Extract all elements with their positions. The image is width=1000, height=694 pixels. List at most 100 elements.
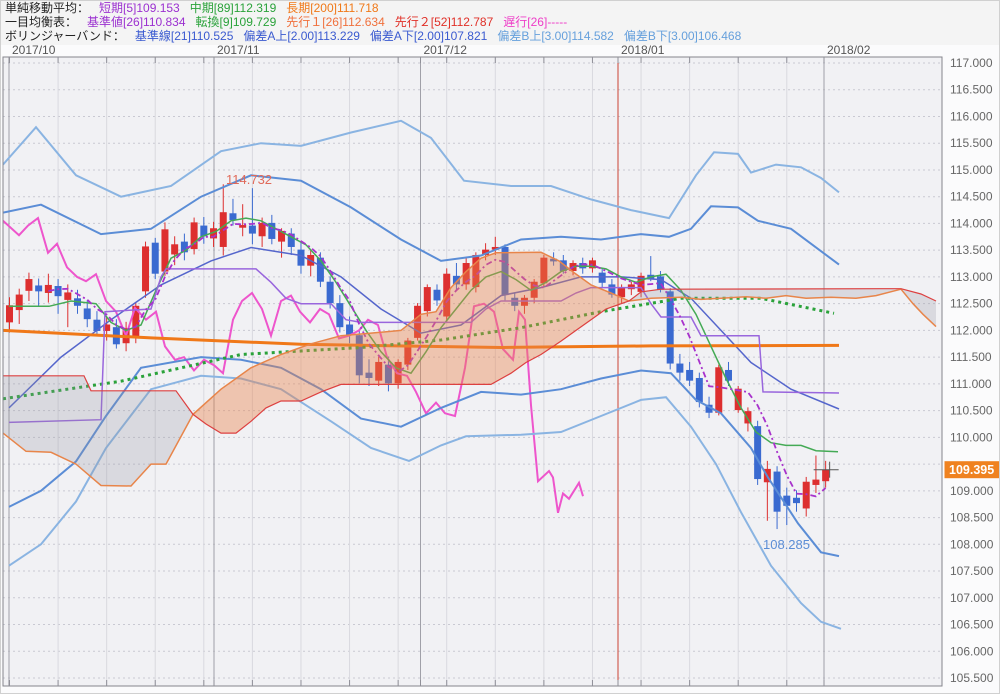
legend-item: 基準線[21]110.525 xyxy=(134,29,234,43)
bb_up3-line xyxy=(3,119,840,220)
candle xyxy=(404,340,412,365)
current-price-badge xyxy=(944,461,999,479)
chikou-line xyxy=(3,216,584,514)
legend-values-bollinger: 基準線[21]110.525 偏差A上[2.00]113.229 偏差A下[2.00… xyxy=(125,29,741,43)
candle xyxy=(559,260,567,272)
plot-area: 114.732 108.285 xyxy=(3,57,942,686)
legend-label-bollinger: ボリンジャーバンド： xyxy=(5,29,125,43)
y-axis-label: 112.500 xyxy=(950,297,993,311)
candle xyxy=(822,469,830,482)
y-axis-label: 111.000 xyxy=(950,377,992,391)
y-axis-label: 117.000 xyxy=(950,56,993,70)
candle xyxy=(452,275,460,285)
x-axis-label: 2018/02 xyxy=(827,43,871,57)
legend-label-ichimoku: 一目均衡表： xyxy=(5,15,78,29)
high-price-label: 114.732 xyxy=(226,172,272,187)
y-axis-label: 115.500 xyxy=(950,136,993,150)
bb_lo3-line xyxy=(8,374,842,630)
legend-item: 転換[9]109.729 xyxy=(195,15,277,29)
x-axis-label: 2017/10 xyxy=(12,43,56,57)
candle xyxy=(695,377,703,403)
x-axis-label: 2018/01 xyxy=(621,43,665,57)
candle xyxy=(676,363,684,373)
legend-row-ichimoku: 一目均衡表： 基準値[26]110.834 転換[9]109.729 先行１[26]1… xyxy=(1,15,999,29)
candle xyxy=(258,222,266,237)
legend-item: 遅行[26]----- xyxy=(503,15,568,29)
candle xyxy=(666,291,674,364)
x-axis-label: 2017/12 xyxy=(424,43,468,57)
candle xyxy=(210,228,218,239)
candle xyxy=(705,404,713,413)
y-axis-label: 109.000 xyxy=(950,484,994,498)
y-axis-label: 113.500 xyxy=(950,243,993,257)
candle xyxy=(491,246,499,250)
candle xyxy=(54,286,62,297)
bb_up2-line xyxy=(3,174,840,266)
candle xyxy=(520,297,528,306)
legend-item: 先行１[26]112.634 xyxy=(286,15,385,29)
y-axis-label: 110.000 xyxy=(950,430,993,444)
legend-values-ichimoku: 基準値[26]110.834 転換[9]109.729 先行１[26]112.634… xyxy=(77,15,567,29)
bb_mid-line xyxy=(8,246,840,410)
legend-row-sma: 単純移動平均： 短期[5]109.153 中期[89]112.319 長期[200]1… xyxy=(1,1,999,15)
candle xyxy=(297,249,305,266)
y-axis-label: 115.000 xyxy=(950,163,993,177)
candle xyxy=(103,324,111,331)
candle xyxy=(783,495,791,506)
candle xyxy=(384,364,392,384)
y-axis-label: 106.500 xyxy=(950,618,994,632)
candle xyxy=(326,281,334,304)
legend-label-sma: 単純移動平均： xyxy=(5,1,90,15)
current-price-text: 109.395 xyxy=(949,463,994,477)
senkou2-line xyxy=(3,288,937,434)
y-axis-label: 107.000 xyxy=(950,591,994,605)
candle xyxy=(511,297,519,306)
candle xyxy=(83,308,91,320)
candle xyxy=(754,426,762,480)
y-axis-label: 112.000 xyxy=(950,323,993,337)
candle xyxy=(151,242,159,274)
candle xyxy=(472,254,480,288)
candle xyxy=(608,284,616,295)
candle xyxy=(278,230,286,242)
candle xyxy=(142,246,150,292)
y-axis-label: 108.000 xyxy=(950,537,994,551)
bb_lo2-line xyxy=(8,356,840,558)
candle xyxy=(200,225,208,237)
candle xyxy=(812,479,820,485)
candle xyxy=(530,281,538,298)
candle xyxy=(161,229,169,272)
legend-item: 偏差B下[3.00]106.468 xyxy=(623,29,742,43)
sma89-line xyxy=(3,296,835,401)
candle xyxy=(715,367,723,413)
candle xyxy=(744,411,752,424)
candle xyxy=(734,388,742,411)
candle xyxy=(792,497,800,504)
ichimoku-cloud xyxy=(629,288,936,327)
y-axis-label: 114.500 xyxy=(950,190,993,204)
candle xyxy=(287,233,295,247)
candle xyxy=(686,369,694,381)
candle xyxy=(229,213,237,221)
candle xyxy=(501,246,509,296)
candle xyxy=(35,285,43,292)
legend-item: 偏差A上[2.00]113.229 xyxy=(243,29,360,43)
ichimoku-cloud xyxy=(3,375,193,486)
candle xyxy=(6,305,13,323)
candle xyxy=(550,258,558,262)
candle xyxy=(15,294,23,311)
indicator-legend: 単純移動平均： 短期[5]109.153 中期[89]112.319 長期[200]1… xyxy=(1,1,999,45)
sma200-line xyxy=(3,328,840,350)
senkou1-line xyxy=(3,251,937,487)
candle xyxy=(346,324,354,336)
legend-item: 長期[200]111.718 xyxy=(286,1,379,15)
candle xyxy=(482,249,490,255)
candle xyxy=(268,222,276,239)
candle xyxy=(375,361,383,381)
legend-item: 先行２[52]112.787 xyxy=(394,15,494,29)
candle xyxy=(598,272,606,283)
y-axis-label: 108.500 xyxy=(950,511,994,525)
y-axis-label: 114.000 xyxy=(950,216,993,230)
